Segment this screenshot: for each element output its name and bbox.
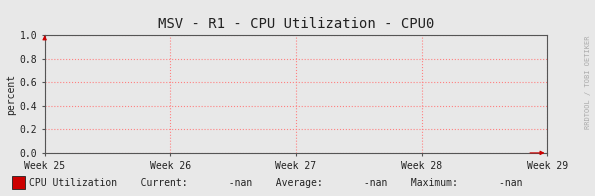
Text: CPU Utilization    Current:       -nan    Average:       -nan    Maximum:       : CPU Utilization Current: -nan Average: -… <box>29 178 522 188</box>
Text: RRDTOOL / TOBI OETIKER: RRDTOOL / TOBI OETIKER <box>585 35 591 129</box>
Y-axis label: percent: percent <box>7 74 17 115</box>
Title: MSV - R1 - CPU Utilization - CPU0: MSV - R1 - CPU Utilization - CPU0 <box>158 17 434 31</box>
